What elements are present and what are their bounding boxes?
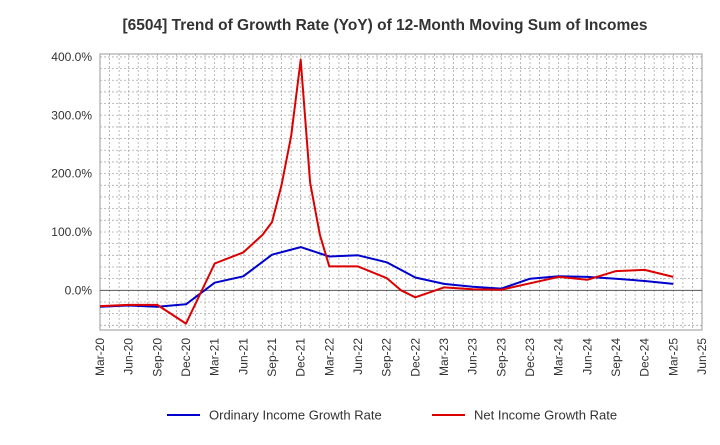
- x-tick-label: Sep-20: [150, 338, 164, 377]
- grid-lines: [100, 54, 702, 330]
- chart-title: [6504] Trend of Growth Rate (YoY) of 12-…: [122, 17, 647, 34]
- x-tick-label: Mar-22: [322, 338, 336, 376]
- x-tick-label: Dec-24: [638, 338, 652, 377]
- series-lines: [99, 58, 674, 325]
- x-axis-ticks: Mar-20 Jun-20 Sep-20 Dec-20 Mar-21 Jun-21 Sep-…: [93, 338, 709, 377]
- series-line-net-income: [99, 58, 674, 325]
- x-tick-label: Jun-22: [351, 338, 365, 375]
- x-tick-label: Dec-23: [523, 338, 537, 377]
- x-tick-label: Dec-22: [408, 338, 422, 377]
- x-tick-label: Mar-24: [552, 338, 566, 376]
- y-tick-label: 300.0%: [51, 108, 92, 122]
- x-tick-label: Jun-20: [122, 338, 136, 375]
- y-tick-label: 0.0%: [65, 283, 93, 297]
- y-tick-label: 200.0%: [51, 167, 92, 181]
- x-tick-label: Mar-21: [208, 338, 222, 376]
- plot-area: [99, 53, 703, 331]
- x-tick-label: Sep-23: [494, 338, 508, 377]
- x-tick-label: Jun-21: [236, 338, 250, 375]
- x-tick-label: Mar-20: [93, 338, 107, 376]
- x-tick-label: Mar-23: [437, 338, 451, 376]
- x-tick-label: Dec-20: [179, 338, 193, 377]
- x-tick-label: Jun-25: [695, 338, 709, 375]
- x-tick-label: Sep-24: [609, 338, 623, 377]
- legend-ordinary-income-label: Ordinary Income Growth Rate: [209, 408, 382, 423]
- legend: Ordinary Income Growth Rate Net Income Gr…: [167, 408, 617, 423]
- y-axis-ticks: 0.0% 100.0% 200.0% 300.0% 400.0%: [51, 50, 92, 297]
- x-tick-label: Sep-21: [265, 338, 279, 377]
- x-tick-label: Jun-23: [466, 338, 480, 375]
- x-tick-label: Sep-22: [380, 338, 394, 377]
- x-tick-label: Jun-24: [580, 338, 594, 375]
- x-tick-label: Dec-21: [294, 338, 308, 377]
- y-tick-label: 400.0%: [51, 50, 92, 64]
- series-line-ordinary-income: [99, 246, 674, 308]
- legend-net-income-label: Net Income Growth Rate: [474, 408, 617, 423]
- y-tick-label: 100.0%: [51, 225, 92, 239]
- x-tick-label: Mar-25: [666, 338, 680, 376]
